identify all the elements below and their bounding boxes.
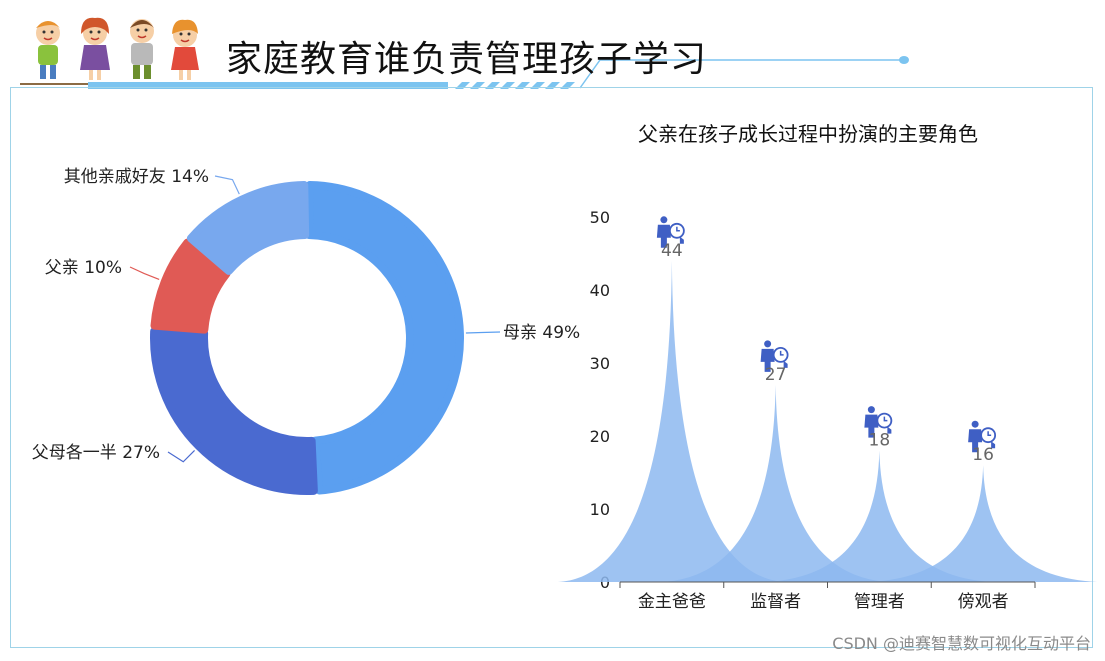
header-decoration [20,17,909,89]
watermark: CSDN @迪赛智慧数可视化互动平台 [832,634,1091,653]
person-clock-icon [968,420,997,453]
x-tick-label: 监督者 [750,592,801,612]
x-tick-label: 管理者 [854,592,905,612]
bar-chart-title: 父亲在孩子成长过程中扮演的主要角色 [638,122,978,146]
spike-bar-2[interactable] [661,384,890,582]
person-clock-icon [864,406,893,438]
donut-label: 父亲 10% [45,258,122,278]
donut-label: 其他亲戚好友 14% [64,167,209,187]
kids-logo-icon [20,17,210,85]
header-dot [899,56,909,64]
spike-bar-1[interactable] [558,260,786,582]
donut-leader-line [465,331,501,334]
value-label: 18 [869,431,891,451]
spike-bar-3[interactable] [765,450,994,582]
x-tick-label: 金主爸爸 [638,592,706,612]
y-tick-label: 40 [590,281,610,300]
y-tick-label: 50 [590,208,610,227]
donut-leader-line [129,266,160,281]
x-tick-label: 傍观者 [958,592,1009,612]
y-tick-label: 10 [590,500,610,519]
person-clock-icon [656,216,685,248]
donut-leader-line [167,450,195,463]
donut-slice-1[interactable] [304,181,464,495]
donut-leader-line [214,175,240,195]
value-label: 16 [972,445,994,465]
value-label: 27 [765,365,787,385]
header-underline [88,82,448,89]
value-label: 44 [661,241,683,261]
y-tick-label: 20 [590,427,610,446]
person-clock-icon [760,340,789,372]
page-header [0,0,1105,92]
y-tick-label: 30 [590,354,610,373]
donut-slice-3[interactable] [150,238,231,334]
page-title: 家庭教育谁负责管理孩子学习 [226,39,708,80]
header-line [579,59,900,89]
donut-chart: 母亲 49% 父母各一半 27% 父亲 10% 其他亲戚好友 14% [32,167,580,495]
donut-slice-2[interactable] [150,327,318,495]
chart-panel [10,87,1093,648]
donut-label: 父母各一半 27% [32,443,160,463]
spike-bar-chart: 0 10 20 30 40 50 44 27 18 16 金主爸爸 监督者 管理者 傍观者 [558,208,1097,612]
y-tick-label: 0 [600,573,610,592]
spike-bar-4[interactable] [869,465,1097,582]
donut-label: 母亲 49% [503,323,580,343]
donut-slice-4[interactable] [186,181,310,275]
